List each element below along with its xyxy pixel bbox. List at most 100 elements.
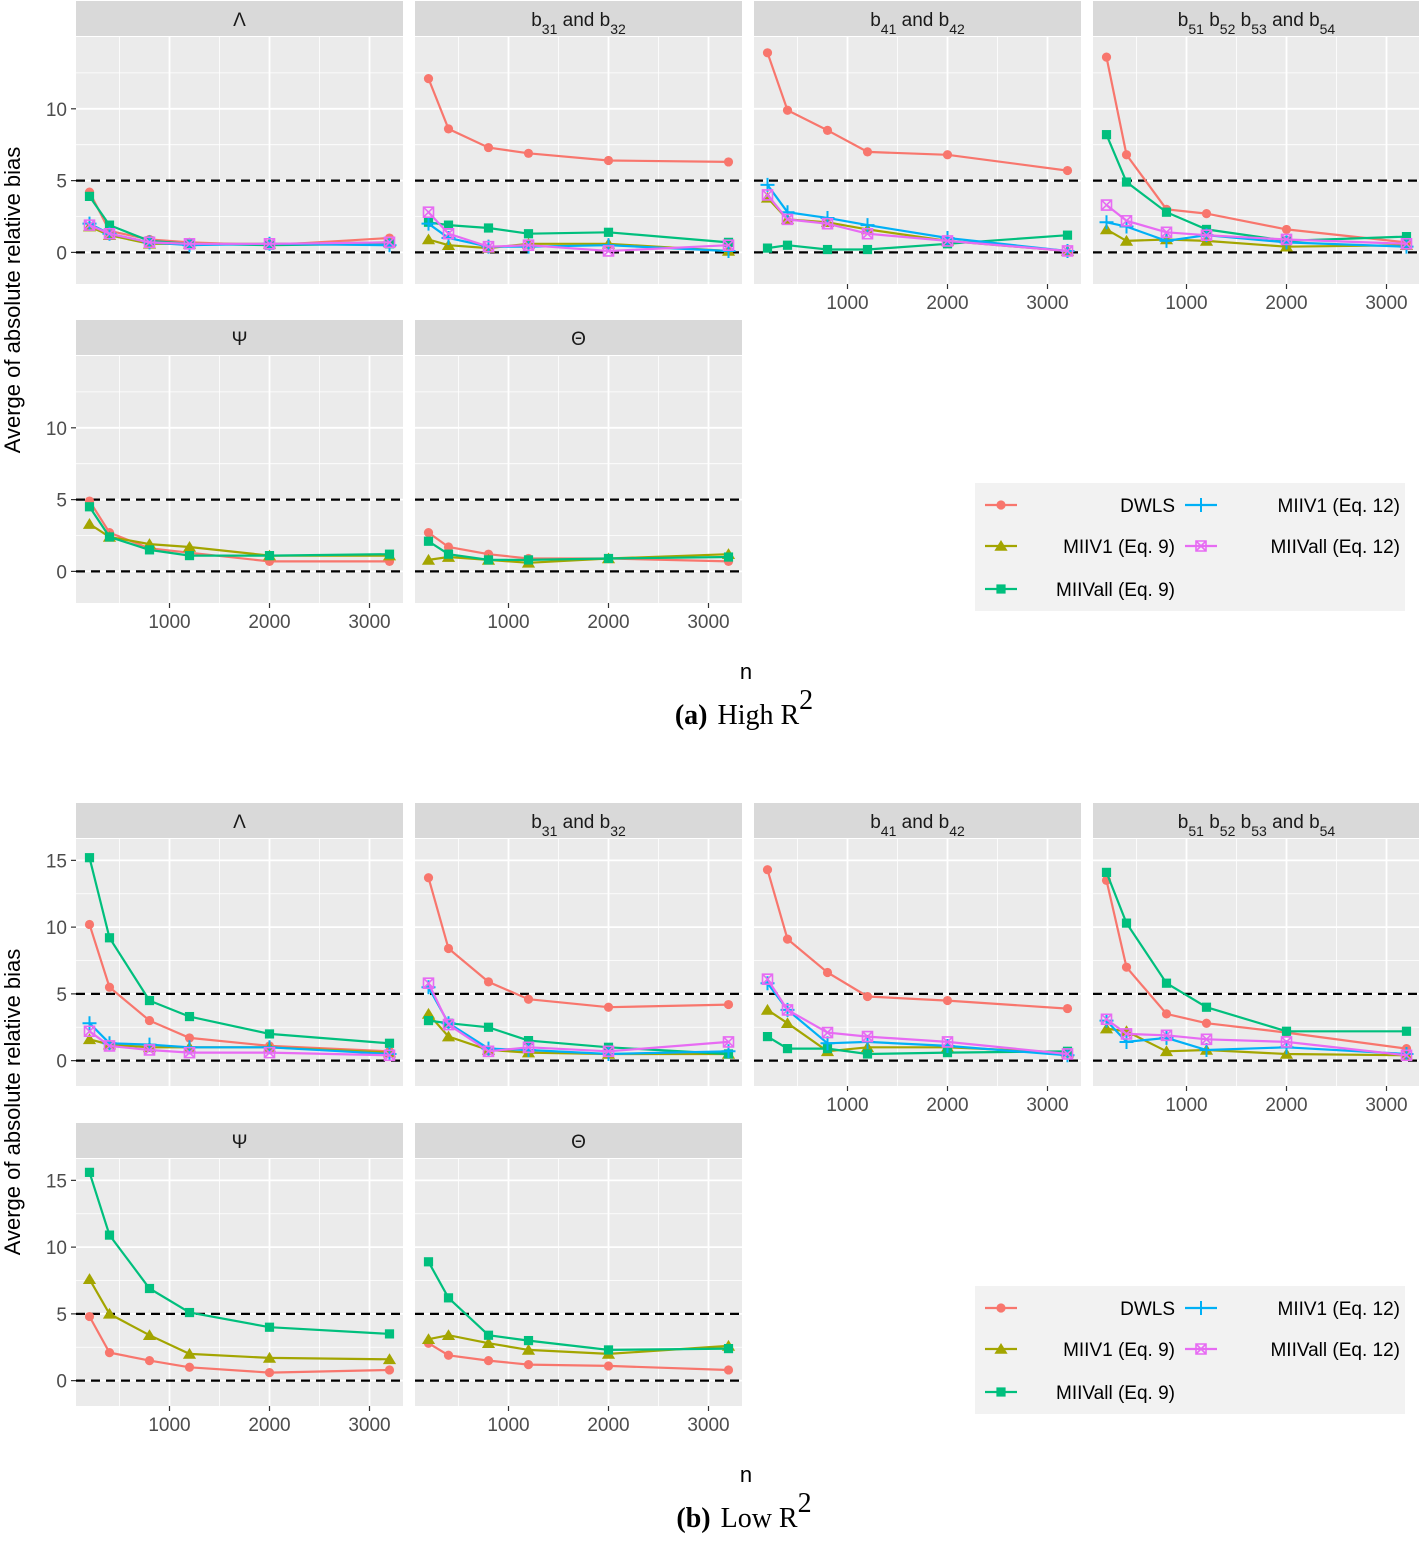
- facet-strip: [76, 1, 403, 36]
- data-point-dwls: [762, 865, 773, 875]
- data-point-miiv1-eq-12: [1119, 1034, 1134, 1049]
- data-point-miivall-eq-9: [782, 240, 793, 250]
- figure-caption: (b) Low R2: [676, 1488, 811, 1535]
- series-line-miiv1-eq-12: [766, 184, 1068, 253]
- data-point-miivall-eq-12: [263, 1046, 276, 1059]
- legend-key-marker: [996, 1303, 1006, 1313]
- data-point-miivall-eq-9: [1121, 177, 1132, 187]
- series-line-miivall-eq-12: [427, 982, 729, 1053]
- strip-subscript: 42: [949, 823, 965, 839]
- data-point-dwls: [443, 1350, 454, 1360]
- data-point-miivall-eq-12: [522, 239, 535, 252]
- facet-strip-label: Θ: [571, 1132, 586, 1153]
- data-point-dwls: [1062, 1003, 1073, 1014]
- y-tick-label: 15: [46, 1171, 67, 1192]
- data-point-miivall-eq-12: [1061, 1048, 1074, 1060]
- strip-text-segment: Ψ: [232, 1132, 248, 1153]
- data-point-miivall-eq-9: [1401, 1026, 1412, 1036]
- data-point-dwls: [443, 124, 454, 134]
- facet-panel-b31-and-b32: [415, 839, 742, 1086]
- series-line-miiv1-eq-9: [88, 1278, 390, 1361]
- data-point-miivall-eq-9: [1121, 918, 1132, 928]
- strip-subscript: 52: [1220, 823, 1236, 839]
- strip-text-segment: b: [1178, 812, 1189, 833]
- data-point-dwls: [762, 48, 773, 58]
- y-tick-label: 10: [46, 1238, 67, 1259]
- y-tick-label: 10: [46, 419, 67, 440]
- data-point-miiv1-eq-9: [481, 1337, 496, 1349]
- legend-key-miivall-eq-12: [1185, 540, 1217, 552]
- data-point-dwls: [942, 995, 953, 1006]
- legend-key-miivall-eq-12: [1185, 1343, 1217, 1355]
- data-point-miivall-eq-9: [384, 549, 395, 559]
- series-line-miivall-eq-9: [1105, 871, 1407, 1033]
- data-point-miivall-eq-9: [822, 244, 833, 255]
- series-line-dwls: [1105, 56, 1407, 244]
- strip-text-segment: Θ: [571, 329, 586, 350]
- strip-text-segment: and b: [896, 812, 949, 833]
- data-point-dwls: [384, 1365, 395, 1375]
- data-point-miivall-eq-9: [782, 1044, 793, 1054]
- data-point-miivall-eq-12: [781, 213, 794, 226]
- data-point-dwls: [1281, 224, 1292, 235]
- strip-text-segment: b: [1178, 10, 1189, 31]
- y-tick-label: 5: [56, 1305, 67, 1326]
- x-tick-label: 3000: [687, 612, 729, 633]
- strip-subscript: 42: [949, 21, 965, 37]
- data-point-dwls: [1161, 1009, 1172, 1019]
- data-point-miivall-eq-9: [144, 545, 155, 555]
- strip-text-segment: and b: [557, 812, 610, 833]
- strip-subscript: 53: [1251, 823, 1267, 839]
- data-point-miivall-eq-9: [384, 1329, 395, 1339]
- data-point-miivall-eq-12: [1280, 233, 1293, 246]
- data-point-miiv1-eq-12: [860, 218, 875, 233]
- strip-text-segment: b: [1204, 10, 1220, 31]
- x-tick-label: 1000: [487, 1415, 529, 1436]
- legend-key-marker: [996, 584, 1006, 594]
- facet-panel-: [415, 1159, 742, 1406]
- caption-superscript: 2: [798, 1488, 812, 1519]
- strip-subscript: 32: [610, 823, 626, 839]
- data-point-miiv1-eq-9: [421, 553, 436, 565]
- facet-strip: [754, 803, 1081, 838]
- data-point-miivall-eq-9: [1101, 130, 1112, 140]
- data-point-miiv1-eq-12: [1099, 215, 1114, 230]
- data-point-miivall-eq-9: [144, 1283, 155, 1294]
- data-point-miivall-eq-12: [522, 1041, 535, 1054]
- data-point-miivall-eq-9: [1401, 232, 1412, 242]
- legend-label: MIIV1 (Eq. 12): [1278, 496, 1401, 517]
- legend-key-miiv1-eq-9: [985, 540, 1017, 551]
- x-tick-label: 3000: [1026, 1095, 1068, 1116]
- facet-strip-label: b31 and b32: [531, 10, 626, 37]
- data-point-miivall-eq-9: [384, 1038, 395, 1048]
- legend-label: DWLS: [1120, 496, 1175, 517]
- facet-panel-b41-and-b42: [754, 37, 1081, 284]
- data-point-dwls: [1121, 150, 1132, 160]
- facet-strip: [415, 803, 742, 838]
- x-tick-label: 3000: [348, 612, 390, 633]
- data-point-miivall-eq-9: [523, 229, 534, 239]
- data-point-miivall-eq-9: [264, 551, 275, 561]
- legend-key-marker: [1195, 540, 1207, 552]
- data-point-miivall-eq-12: [422, 206, 435, 218]
- data-point-dwls: [423, 74, 434, 84]
- x-tick-label: 1000: [148, 612, 190, 633]
- series-line-dwls: [88, 924, 390, 1053]
- legend-label: DWLS: [1120, 1299, 1175, 1320]
- data-point-miivall-eq-9: [483, 555, 494, 565]
- series-line-dwls: [427, 877, 729, 1009]
- data-point-miivall-eq-9: [144, 995, 155, 1006]
- strip-text-segment: Λ: [233, 812, 246, 833]
- caption-label: (a): [675, 700, 708, 731]
- series-line-dwls: [766, 869, 1068, 1010]
- series-line-dwls: [88, 500, 390, 563]
- legend-key-miiv1-eq-9: [985, 1343, 1017, 1354]
- data-point-dwls: [723, 157, 734, 167]
- legend-key-dwls: [985, 1303, 1017, 1313]
- data-point-miivall-eq-12: [442, 227, 455, 240]
- data-point-miivall-eq-12: [103, 227, 116, 240]
- data-point-dwls: [942, 150, 953, 160]
- legend-key-miivall-eq-9: [985, 1387, 1017, 1397]
- series-line-miiv1-eq-12: [88, 1022, 390, 1056]
